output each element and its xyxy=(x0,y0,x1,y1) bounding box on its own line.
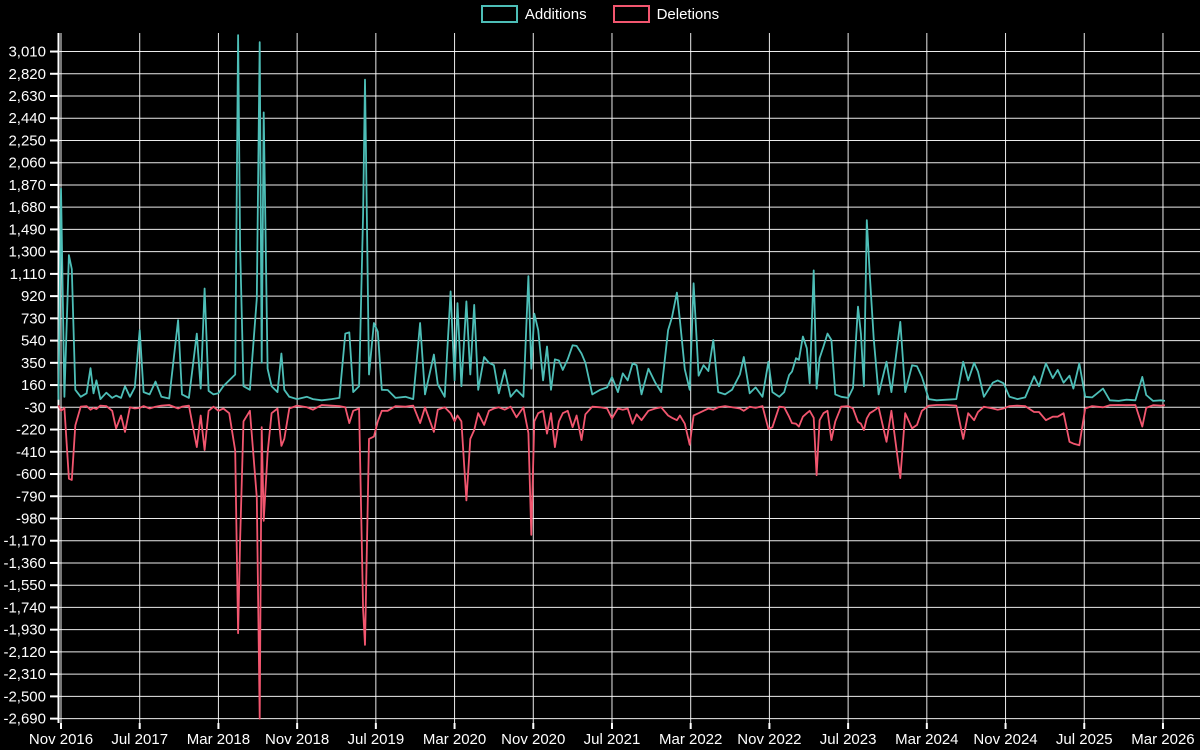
y-tick-label: 1,490 xyxy=(8,221,46,238)
deletions-swatch-icon xyxy=(612,5,650,23)
x-tick-label: Mar 2024 xyxy=(895,731,958,748)
chart-legend: Additions Deletions xyxy=(0,5,1200,23)
y-tick-label: 730 xyxy=(21,310,46,327)
y-tick-label: -1,740 xyxy=(3,599,46,616)
x-tick-label: Nov 2016 xyxy=(29,731,93,748)
x-tick-label: Jul 2021 xyxy=(584,731,641,748)
x-tick-label: Mar 2026 xyxy=(1131,731,1194,748)
y-tick-label: -2,690 xyxy=(3,711,46,728)
y-tick-label: 350 xyxy=(21,355,46,372)
y-tick-label: -2,120 xyxy=(3,644,46,661)
y-tick-label: 1,300 xyxy=(8,244,46,261)
x-tick-label: Mar 2022 xyxy=(659,731,722,748)
y-tick-label: 2,440 xyxy=(8,110,46,127)
y-tick-label: -980 xyxy=(16,510,46,527)
legend-item-additions[interactable]: Additions xyxy=(480,5,587,23)
y-tick-label: 920 xyxy=(21,288,46,305)
additions-swatch-icon xyxy=(480,5,518,23)
y-tick-label: 1,870 xyxy=(8,177,46,194)
x-tick-label: Nov 2022 xyxy=(737,731,801,748)
y-tick-label: 3,010 xyxy=(8,44,46,61)
deletions-line xyxy=(57,404,1165,720)
x-tick-label: Jul 2017 xyxy=(111,731,168,748)
legend-item-deletions[interactable]: Deletions xyxy=(612,5,720,23)
x-tick-label: Jul 2025 xyxy=(1056,731,1113,748)
y-tick-label: -790 xyxy=(16,488,46,505)
y-tick-label: 1,110 xyxy=(10,266,46,283)
y-tick-label: 2,250 xyxy=(8,132,46,149)
y-tick-label: -600 xyxy=(16,466,46,483)
y-tick-label: 160 xyxy=(21,377,46,394)
y-tick-label: 2,060 xyxy=(8,155,46,172)
x-tick-label: Jul 2023 xyxy=(820,731,877,748)
y-tick-label: -30 xyxy=(24,399,46,416)
deletions-legend-label: Deletions xyxy=(656,5,720,23)
y-tick-label: 2,820 xyxy=(8,66,46,83)
x-tick-label: Jul 2019 xyxy=(347,731,404,748)
x-tick-label: Nov 2018 xyxy=(265,731,329,748)
additions-legend-label: Additions xyxy=(524,5,587,23)
x-tick-label: Mar 2020 xyxy=(423,731,486,748)
y-tick-label: -410 xyxy=(16,444,46,461)
y-tick-label: -1,930 xyxy=(3,622,46,639)
y-tick-label: 1,680 xyxy=(8,199,46,216)
y-tick-label: -220 xyxy=(16,422,46,439)
y-tick-label: -2,500 xyxy=(3,688,46,705)
x-tick-label: Mar 2018 xyxy=(187,731,250,748)
y-tick-label: 540 xyxy=(21,333,46,350)
x-tick-label: Nov 2024 xyxy=(973,731,1037,748)
y-tick-label: -1,550 xyxy=(3,577,46,594)
y-tick-label: 2,630 xyxy=(8,88,46,105)
y-tick-label: -1,170 xyxy=(3,533,46,550)
x-tick-label: Nov 2020 xyxy=(501,731,565,748)
y-tick-label: -1,360 xyxy=(3,555,46,572)
y-tick-label: -2,310 xyxy=(3,666,46,683)
additions-line xyxy=(57,34,1166,402)
